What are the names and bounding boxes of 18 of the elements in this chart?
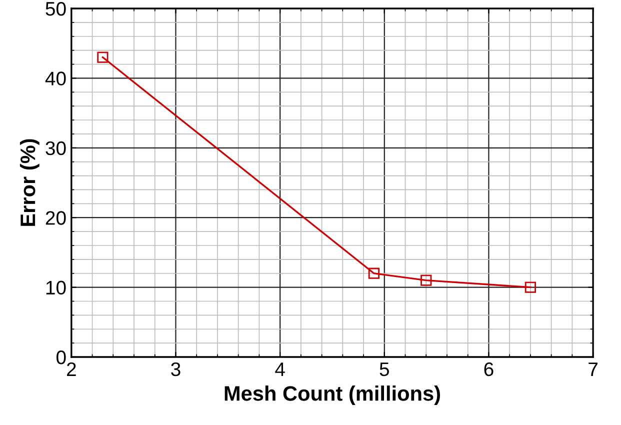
x-tick-label: 3 xyxy=(171,362,180,376)
y-tick-label: 20 xyxy=(46,211,66,225)
x-axis-title: Mesh Count (millions) xyxy=(224,386,440,405)
point xyxy=(420,274,432,286)
x-tick-label: 6 xyxy=(484,362,494,376)
y-axis-title: Error (%) xyxy=(20,139,40,226)
point xyxy=(524,282,536,293)
y-tick-label: 30 xyxy=(46,141,66,156)
y-tick-label: 10 xyxy=(46,280,66,295)
x-tick-label: 5 xyxy=(380,362,389,376)
x-tick-label: 7 xyxy=(588,362,598,376)
x-tick-label: 2 xyxy=(66,362,76,376)
y-tick-label: 40 xyxy=(45,72,66,86)
point xyxy=(368,268,380,279)
y-tick-label: 50 xyxy=(46,2,66,16)
y-tick-label: 0 xyxy=(56,350,66,364)
x-tick-label: 4 xyxy=(275,362,285,376)
point xyxy=(97,52,108,63)
